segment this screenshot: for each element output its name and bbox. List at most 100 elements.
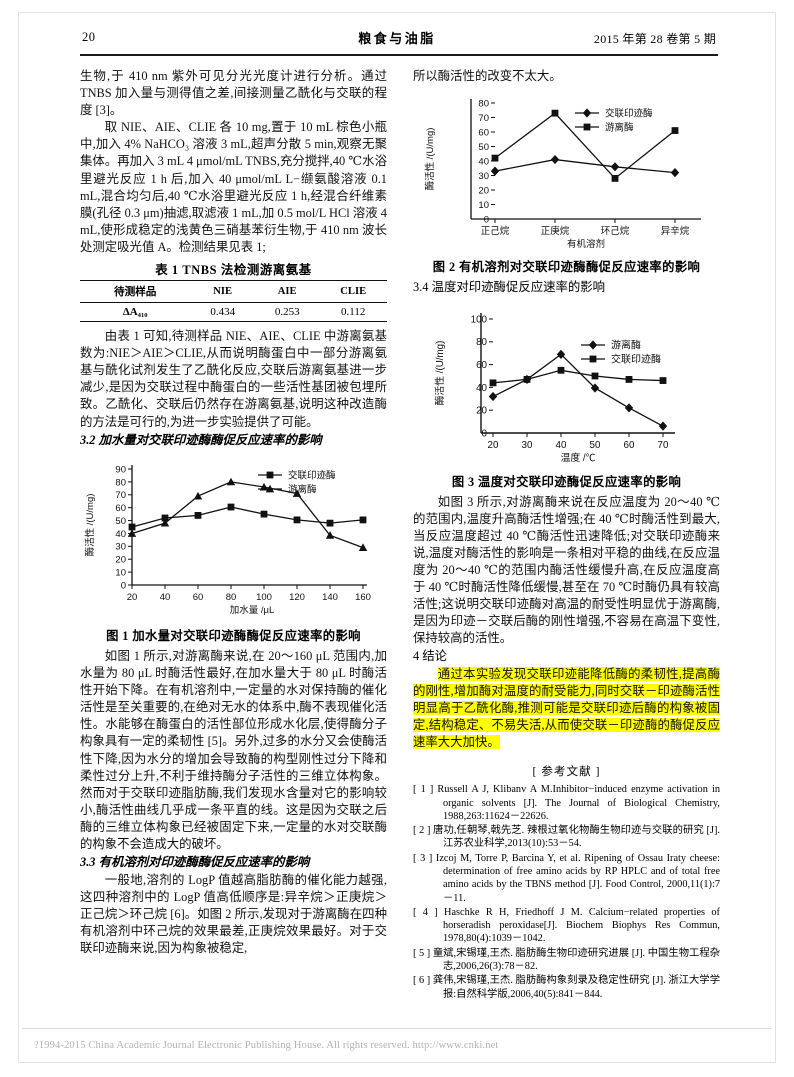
y-tick-label: 80 xyxy=(115,477,126,488)
table1-cell-0-1: 0.434 xyxy=(210,306,236,319)
data-point-diamond xyxy=(670,168,680,178)
page-sheet: 20 粮食与油脂 2015 年第 28 卷第 5 期 生物,于 410 nm 紫… xyxy=(30,22,764,1022)
data-point-square xyxy=(491,154,499,162)
y-tick-label: 60 xyxy=(115,503,126,514)
page-header: 20 粮食与油脂 2015 年第 28 卷第 5 期 xyxy=(30,22,764,56)
x-tick-label: 160 xyxy=(355,592,371,603)
figure-1-caption: 图 1 加水量对交联印迹酶酶促反应速率的影响 xyxy=(106,629,361,643)
reference-item: [ 6 ] 龚伟,宋锡瑾,王杰. 脂肪酶构象刻录及稳定性研究 [J]. 浙江大学… xyxy=(413,975,720,1000)
y-tick-label: 50 xyxy=(478,142,489,153)
y-tick-label: 0 xyxy=(121,580,126,591)
legend-label: 交联印迹酶 xyxy=(611,352,661,365)
page-border xyxy=(18,12,776,1063)
x-tick-label: 30 xyxy=(522,440,533,451)
paragraph-1: 生物,于 410 nm 紫外可见分光光度计进行分析。通过 TNBS 加入量与测得… xyxy=(80,69,387,118)
data-point-diamond xyxy=(590,382,600,393)
reference-item: [ 5 ] 童斌,宋锡瑾,王杰. 脂肪酶生物印迹研究进展 [J]. 中国生物工程… xyxy=(413,947,720,973)
data-point-diamond xyxy=(582,108,592,118)
y-tick-label: 40 xyxy=(115,529,126,540)
data-point-diamond xyxy=(610,162,620,172)
footer-divider xyxy=(22,1028,772,1029)
y-tick-label: 100 xyxy=(471,314,488,325)
y-tick-label: 60 xyxy=(476,360,487,371)
data-point-square xyxy=(194,512,202,519)
y-tick-label: 60 xyxy=(478,127,489,138)
x-tick-label: 异辛烷 xyxy=(661,225,690,237)
data-point-triangle xyxy=(193,491,203,500)
data-point-square xyxy=(551,109,559,117)
data-point-square xyxy=(671,127,679,135)
data-point-diamond xyxy=(550,155,560,165)
data-point-square xyxy=(161,514,169,522)
figure-3-caption: 图 3 温度对交联印迹酶促反应速率的影响 xyxy=(451,474,682,489)
data-point-triangle xyxy=(265,484,275,493)
data-point-diamond xyxy=(588,339,598,350)
data-point-square xyxy=(659,376,667,384)
left-column: 生物,于 410 nm 紫外可见分光光度计进行分析。通过 TNBS 加入量与测得… xyxy=(80,68,387,957)
x-tick-label: 环己烷 xyxy=(601,225,630,237)
right-column: 所以酶活性的改变不太大。 0 10 20 30 40 50 60 70 80 正己烷 正庚烷 环己烷… xyxy=(413,68,720,1002)
data-point-diamond xyxy=(490,166,500,176)
data-point-square xyxy=(227,503,235,511)
x-tick-label: 60 xyxy=(624,440,635,451)
table1-cell-0-3: 0.112 xyxy=(341,306,366,319)
figure-2-caption: 图 2 有机溶剂对交联印迹酶酶促反应速率的影响 xyxy=(432,260,701,275)
data-point-triangle xyxy=(160,518,170,527)
reference-item: [ 1 ] Russell A J, Klibanv A M.Inhibitor… xyxy=(413,784,720,822)
table1-cell-0-0: ΔA₄₁₀ xyxy=(122,306,148,319)
fig1-x-ticks: 20 40 60 80 100 120 140 160 xyxy=(127,585,371,603)
x-tick-label: 70 xyxy=(658,440,669,451)
series-line xyxy=(492,352,664,427)
legend-label: 交联印迹酶 xyxy=(288,470,336,482)
y-tick-label: 70 xyxy=(478,113,489,124)
data-point-square xyxy=(326,519,334,527)
legend-label: 游离酶 xyxy=(288,484,317,496)
data-point-square xyxy=(589,355,597,362)
fig3-xlabel: 温度 /℃ xyxy=(561,451,596,464)
x-tick-label: 40 xyxy=(556,440,567,451)
y-tick-label: 10 xyxy=(478,200,489,211)
data-point-square xyxy=(128,523,136,531)
y-tick-label: 0 xyxy=(484,214,489,225)
data-point-triangle xyxy=(325,531,335,539)
y-tick-label: 10 xyxy=(115,568,126,579)
x-tick-label: 20 xyxy=(488,440,499,451)
x-tick-label: 40 xyxy=(160,592,171,603)
fig1-ylabel: 酶活性 /(U/mg) xyxy=(84,494,96,557)
data-point-diamond xyxy=(488,391,498,401)
paragraph-2: 取 NIE、AIE、CLIE 各 10 mg,置于 10 mL 棕色小瓶中,加入… xyxy=(80,120,387,254)
series-line xyxy=(131,506,364,528)
y-tick-label: 20 xyxy=(115,555,126,566)
table1: 待测样品 NIE AIE CLIE ΔA₄₁₀ 0.434 0.253 xyxy=(80,281,387,321)
section-heading-3-4: 3.4 温度对印迹酶促反应速率的影响 xyxy=(413,280,606,295)
right-paragraph-2: 如图 3 所示,对游离酶来说在反应温度为 20～40 ℃的范围内,温度升高酶活性… xyxy=(413,494,720,646)
page-number: 20 xyxy=(82,30,96,44)
table1-col-2: AIE xyxy=(277,286,297,298)
y-tick-label: 90 xyxy=(115,464,126,475)
y-tick-label: 20 xyxy=(476,405,487,416)
data-point-triangle xyxy=(226,477,236,486)
legend-label: 游离酶 xyxy=(605,122,634,134)
x-tick-label: 80 xyxy=(226,592,237,603)
x-tick-label: 20 xyxy=(127,592,138,603)
fig2-y-ticks: 0 10 20 30 40 50 60 70 80 xyxy=(478,98,495,225)
table-row: ΔA₄₁₀ 0.434 0.253 0.112 xyxy=(80,303,387,322)
data-point-square xyxy=(611,175,619,182)
y-tick-label: 80 xyxy=(476,337,487,348)
right-paragraph-1: 所以酶活性的改变不太大。 xyxy=(413,69,562,83)
data-point-square xyxy=(266,471,274,479)
data-point-triangle xyxy=(127,529,137,537)
y-tick-label: 40 xyxy=(476,382,487,393)
fig3-x-ticks: 20 30 40 50 60 70 xyxy=(488,432,669,451)
reference-item: [ 3 ] Izcoj M, Torre P, Barcina Y, et al… xyxy=(413,852,720,904)
table1-cell-0-2: 0.253 xyxy=(274,306,300,319)
issue-info: 2015 年第 28 卷第 5 期 xyxy=(593,32,716,46)
data-point-diamond xyxy=(624,402,634,413)
reference-item: [ 2 ] 唐功,任朝琴,戟先芝. 辣根过氧化物酶生物印迹与交联的研究 [J].… xyxy=(413,825,720,850)
y-tick-label: 70 xyxy=(115,490,126,501)
